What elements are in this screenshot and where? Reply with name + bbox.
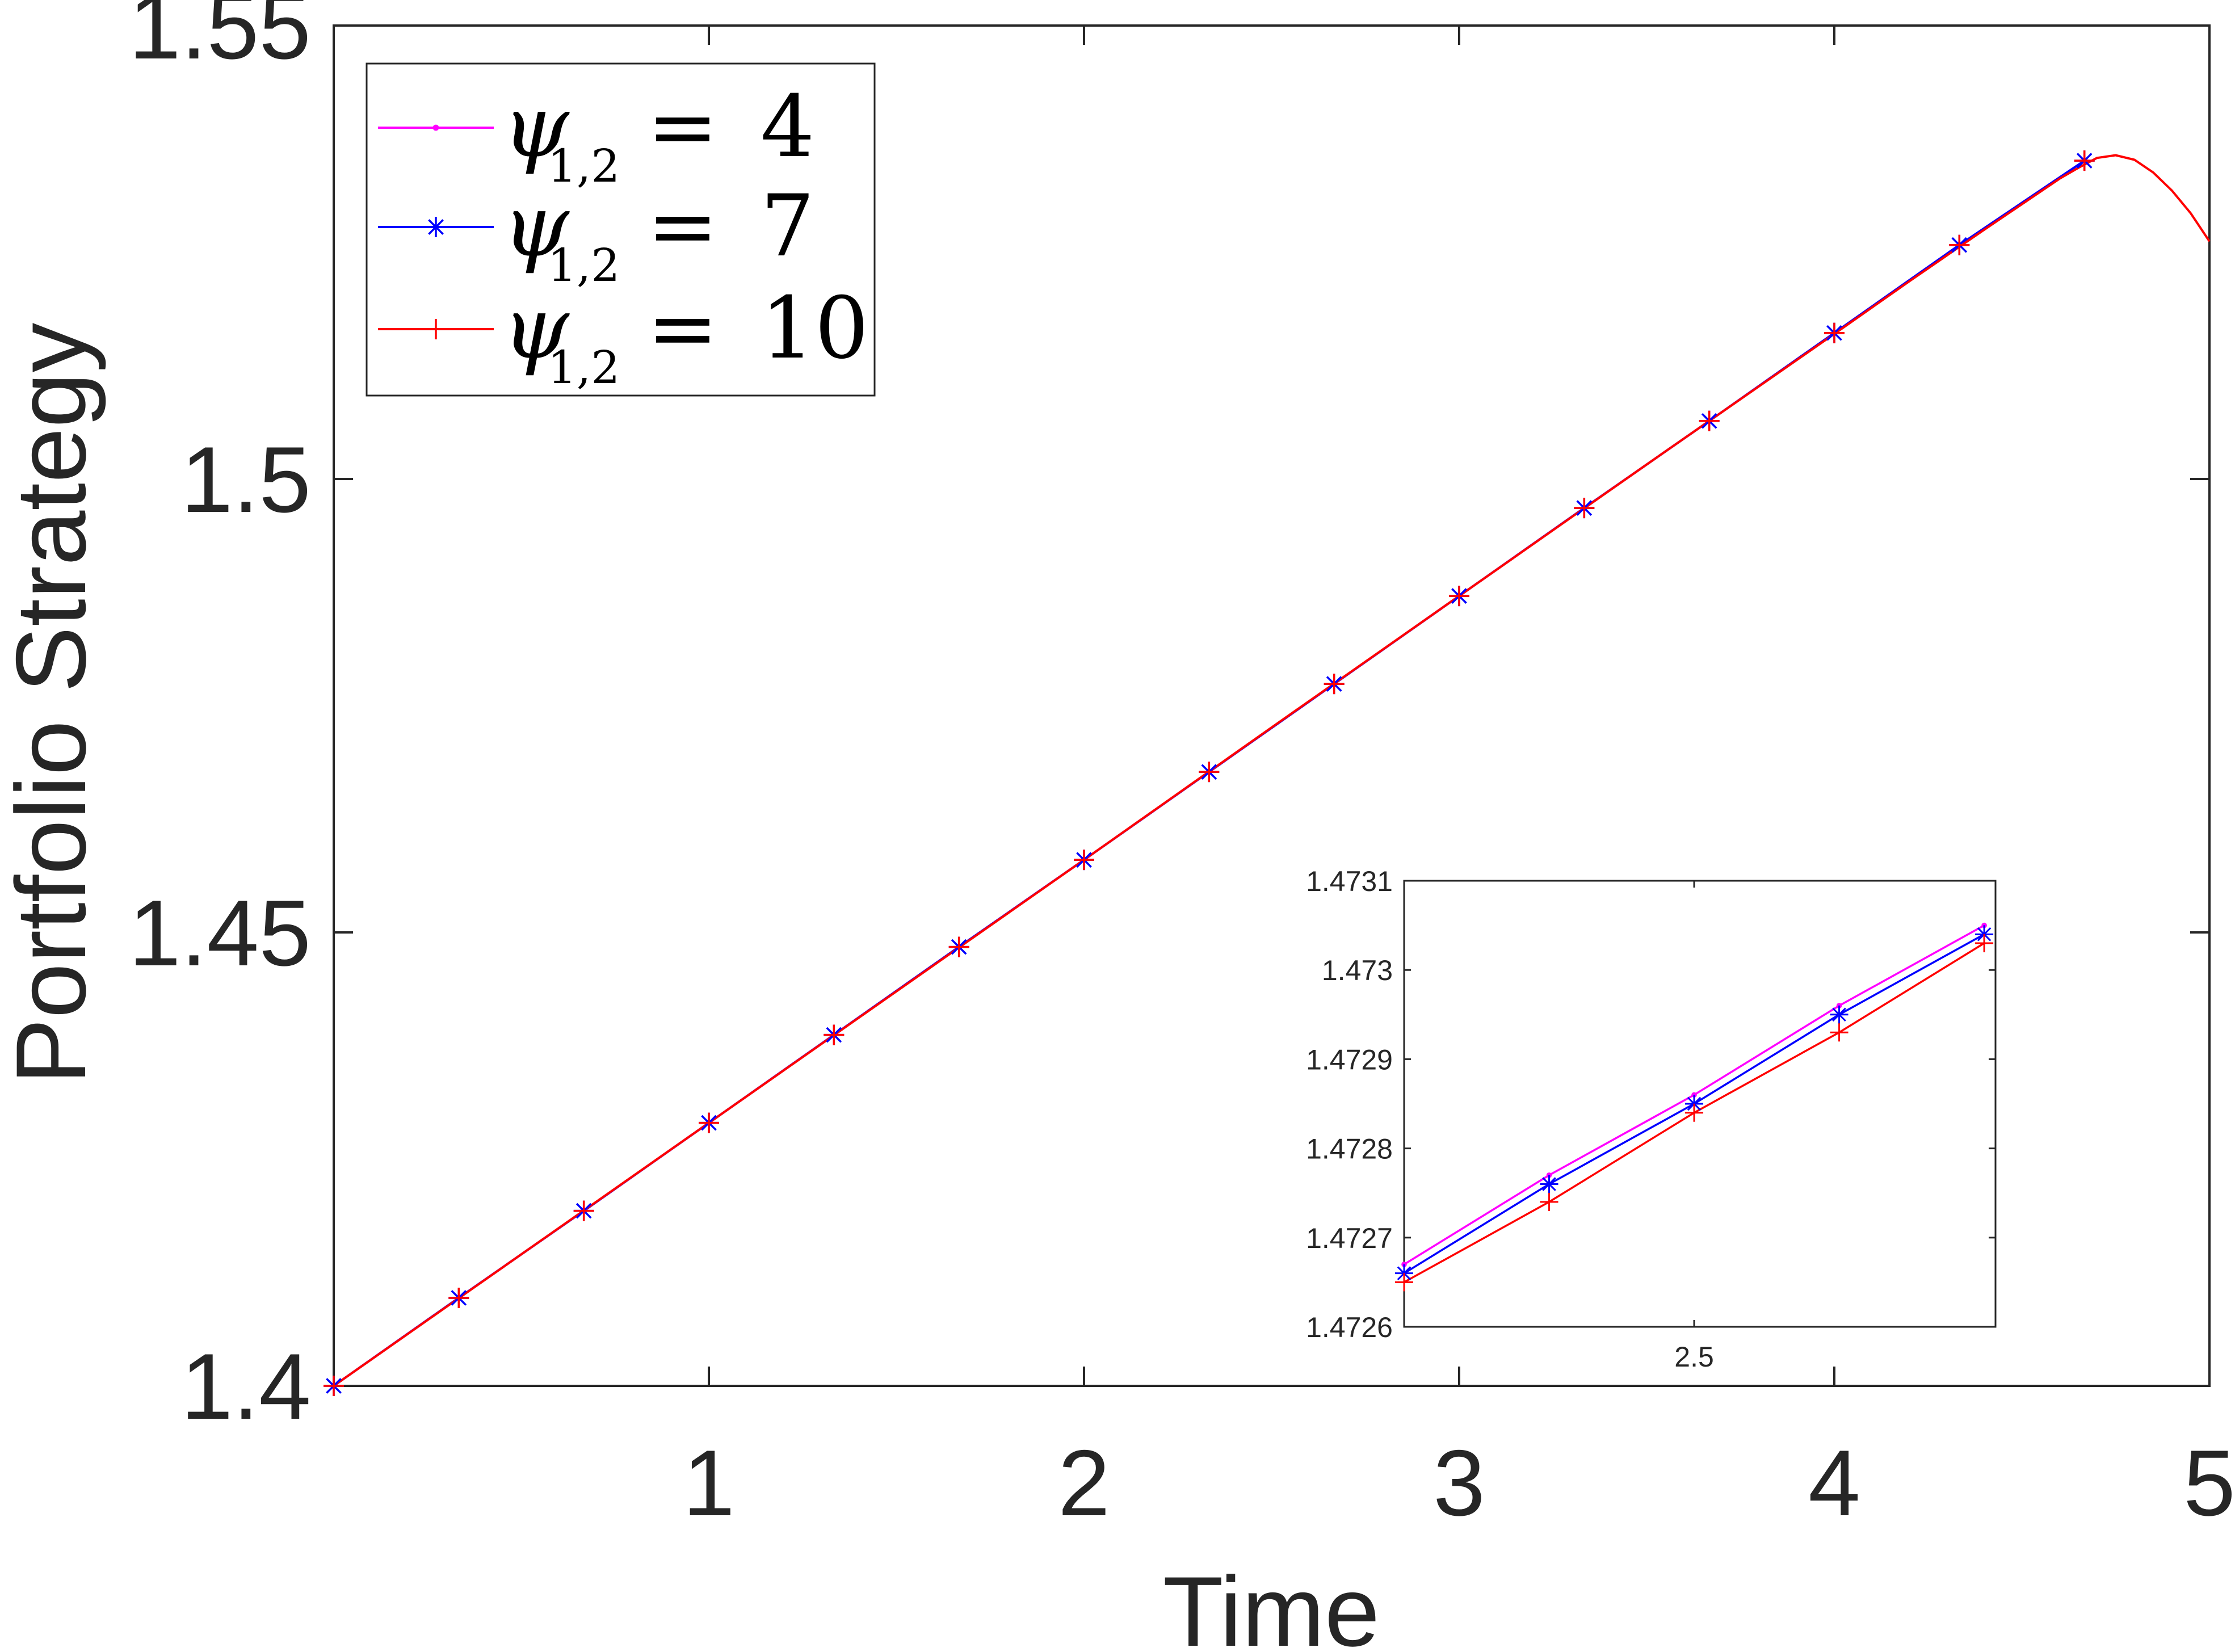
series-point-10: [1199, 762, 1220, 783]
inset-y-tick-label: 1.4729: [1306, 1044, 1393, 1075]
inset-series-point-10: [1540, 1192, 1558, 1211]
inset-series-point-7: [1830, 1005, 1849, 1024]
series-point-10: [1449, 586, 1469, 607]
series-point-10: [824, 1024, 845, 1045]
inset-x-tick-label: 2.5: [1674, 1341, 1714, 1373]
legend-entry-7: ψ1,2 = 7: [378, 177, 814, 292]
series-point-10: [573, 1200, 594, 1221]
inset-plot-frame: [1403, 880, 1997, 1328]
legend-label: ψ: [502, 177, 570, 276]
legend-value: 10: [761, 279, 869, 378]
legend-marker: [426, 217, 446, 237]
x-axis-title: Time: [1163, 1557, 1380, 1652]
y-axis-title: Portfolio Strategy: [0, 322, 107, 1084]
legend-subscript: 1,2: [548, 341, 620, 394]
inset-series-point-7: [1540, 1175, 1558, 1193]
legend-label: ψ: [502, 279, 570, 378]
legend-label: ψ: [502, 78, 570, 176]
series-point-10: [324, 1376, 344, 1396]
legend-marker: [426, 319, 446, 339]
inset-series-point-10: [1975, 934, 1994, 953]
y-tick-label: 1.45: [129, 881, 311, 985]
legend-entries: ψ1,2 = 4ψ1,2 = 7ψ1,2 = 10: [378, 78, 869, 394]
legend-equals: =: [647, 279, 719, 378]
main-y-ticks: 1.4 1.45 1.5 1.55: [129, 0, 2209, 1439]
y-tick-label: 1.4: [181, 1334, 311, 1439]
series-point-10: [1574, 498, 1595, 519]
inset-y-tick-label: 1.4728: [1306, 1133, 1393, 1165]
inset-series-point-10: [1395, 1273, 1413, 1292]
series-point-10: [2074, 150, 2095, 171]
inset-series-point-10: [1685, 1103, 1704, 1122]
x-tick-label: 1: [683, 1431, 735, 1535]
legend-entry-4: ψ1,2 = 4: [378, 78, 814, 192]
x-tick-label: 3: [1433, 1431, 1485, 1535]
series-point-10: [699, 1112, 719, 1133]
legend-subscript: 1,2: [548, 239, 620, 292]
inset-y-tick-label: 1.4727: [1306, 1222, 1393, 1254]
legend-equals: =: [647, 177, 719, 276]
inset-y-tick-label: 1.4731: [1306, 865, 1393, 897]
legend-value: 7: [761, 177, 814, 276]
series-point-10: [1949, 234, 1970, 255]
series-point-10: [1324, 674, 1345, 695]
series-point-10: [1699, 410, 1720, 431]
legend-box: [366, 62, 876, 397]
series-point-10: [1074, 850, 1094, 871]
legend-value: 4: [761, 78, 814, 176]
series-point-10: [948, 936, 969, 957]
x-tick-label: 4: [1808, 1431, 1860, 1535]
x-tick-label: 2: [1058, 1431, 1110, 1535]
x-tick-label: 5: [2183, 1431, 2235, 1535]
legend-marker: [432, 124, 439, 131]
y-tick-label: 1.55: [129, 0, 311, 78]
inset-series-point-10: [1830, 1023, 1849, 1042]
inset-series: [1395, 922, 1994, 1292]
series-point-10: [448, 1287, 469, 1308]
legend: ψ1,2 = 4ψ1,2 = 7ψ1,2 = 10: [366, 62, 876, 397]
legend-equals: =: [647, 78, 719, 176]
y-tick-label: 1.5: [181, 427, 311, 532]
inset-y-ticks: 1.4726 1.4727 1.4728 1.4729 1.473 1.4731: [1306, 865, 1995, 1343]
inset-axes: 2.5 1.4726 1.4727 1.4728 1.4729 1.473 1.4731: [1306, 865, 1997, 1373]
inset-x-ticks: 2.5: [1674, 881, 1714, 1373]
series-point-10: [1824, 322, 1845, 343]
inset-y-tick-label: 1.4726: [1306, 1311, 1393, 1343]
inset-y-tick-label: 1.473: [1322, 955, 1393, 986]
main-x-ticks: 1 2 3 4 5: [683, 26, 2235, 1535]
legend-subscript: 1,2: [548, 140, 620, 192]
main-series: [324, 150, 2211, 1396]
legend-entry-10: ψ1,2 = 10: [378, 279, 869, 394]
